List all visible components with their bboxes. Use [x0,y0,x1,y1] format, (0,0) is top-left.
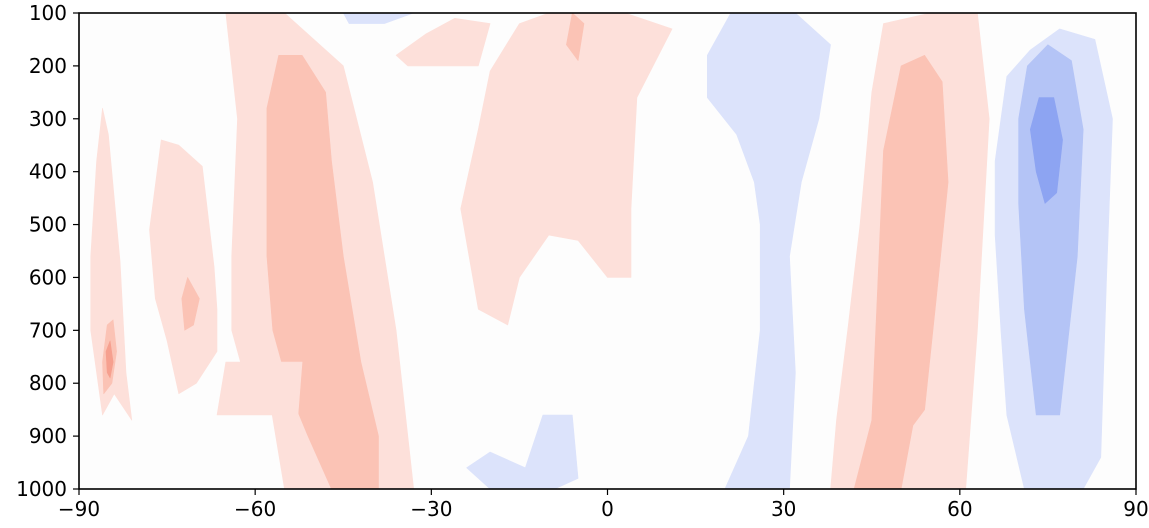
contour-region-pos1-9 [395,17,491,67]
contour-region-pos1-2 [90,107,133,421]
contour-region-pos2-10 [566,13,585,61]
x-tick-label: 30 [771,497,796,521]
contour-region-neg1-11 [342,13,415,24]
x-tick-label: 90 [1123,497,1148,521]
contour-region-pos3-4 [105,340,114,379]
x-tick-label: 0 [601,497,614,521]
y-tick-label: 1000 [16,477,67,501]
y-tick-label: 300 [29,107,67,131]
contour-region-pos2-6 [181,277,200,331]
contour-region-neg1-13 [466,414,579,489]
y-tick-label: 200 [29,54,67,78]
x-tick-label: −30 [410,497,452,521]
y-tick-label: 400 [29,160,67,184]
y-axis: 100 200 300 400 500 600 700 800 900 1000 [16,1,79,501]
y-tick-label: 600 [29,265,67,289]
y-tick-label: 700 [29,318,67,342]
x-axis: −90 −60 −30 0 30 60 90 [58,489,1149,521]
contour-region-pos1-5 [149,139,218,395]
y-tick-label: 100 [29,1,67,25]
y-tick-label: 500 [29,213,67,237]
x-tick-label: −90 [58,497,100,521]
contour-region-neg1-12 [706,13,831,489]
x-tick-label: −60 [234,497,276,521]
y-tick-label: 800 [29,371,67,395]
contour-regions [90,13,1113,489]
x-tick-label: 60 [947,497,972,521]
contour-region-neg3-18 [1030,97,1063,204]
y-tick-label: 900 [29,424,67,448]
contour-region-pos2-15 [853,54,949,489]
contour-region-pos1-8 [460,13,673,326]
contour-region-pos1-7 [216,361,303,489]
